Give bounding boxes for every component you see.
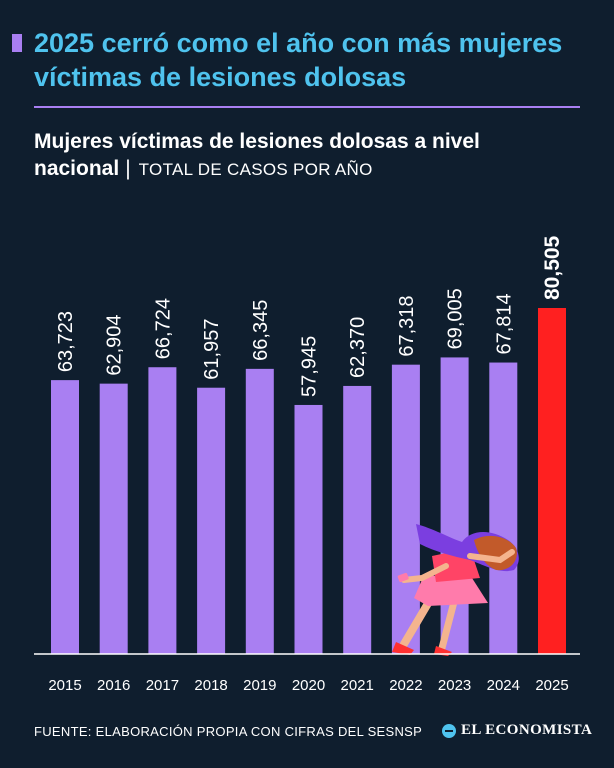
x-tick-2022: 2022 [389,677,422,694]
subtitle-separator: | [125,157,131,180]
source-note: FUENTE: ELABORACIÓN PROPIA CON CIFRAS DE… [34,724,423,739]
data-label-2017: 66,724 [152,298,174,359]
x-tick-2016: 2016 [97,677,130,694]
title-divider [34,106,580,108]
data-label-2018: 61,957 [201,319,223,380]
x-tick-2023: 2023 [438,677,471,694]
x-tick-2024: 2024 [487,677,520,694]
x-tick-2015: 2015 [48,677,81,694]
bar-2018 [197,387,226,654]
bar-2024 [489,362,518,654]
bar-2022 [391,364,420,654]
bar-2017 [148,367,177,654]
page-title: 2025 cerró como el año con más mujeres v… [34,28,563,92]
chart-subtitle: Mujeres víctimas de lesiones dolosas a n… [34,128,594,183]
brand-name: EL ECONOMISTA [461,722,593,738]
x-tick-2018: 2018 [194,677,227,694]
bar-2021 [343,385,372,654]
x-tick-2019: 2019 [243,677,276,694]
brand-logo: EL ECONOMISTA [442,722,592,739]
title-marker [12,34,22,52]
bar-2019 [245,368,274,654]
data-label-2022: 67,318 [396,296,418,357]
data-label-2020: 57,945 [299,336,321,397]
data-label-2023: 69,005 [445,288,467,349]
bar-2015 [51,380,79,654]
data-label-2019: 66,345 [250,300,272,361]
bars-group: 63,723 62,904 66,724 61,957 66,345 57,945 62,3… [51,235,566,654]
bar-2025 [538,308,566,654]
data-label-2015: 63,723 [55,311,77,372]
x-tick-2017: 2017 [146,677,179,694]
data-label-2025: 80,505 [541,235,564,300]
data-label-2016: 62,904 [104,314,126,375]
brand-icon [442,723,456,738]
data-label-2021: 62,370 [347,317,369,378]
x-tick-2020: 2020 [292,677,325,694]
x-tick-2021: 2021 [341,677,374,694]
falling-woman-illustration [392,524,519,656]
x-axis: 2015 2016 2017 2018 2019 2020 2021 2022 2023 2024… [34,653,580,694]
bar-2020 [294,404,323,654]
x-tick-2025: 2025 [535,677,568,694]
subtitle-bold: Mujeres víctimas de lesiones dolosas a n… [34,130,480,180]
data-label-2024: 67,814 [493,293,515,354]
bar-2016 [99,383,128,654]
subtitle-unit: TOTAL DE CASOS POR AÑO [138,160,373,179]
